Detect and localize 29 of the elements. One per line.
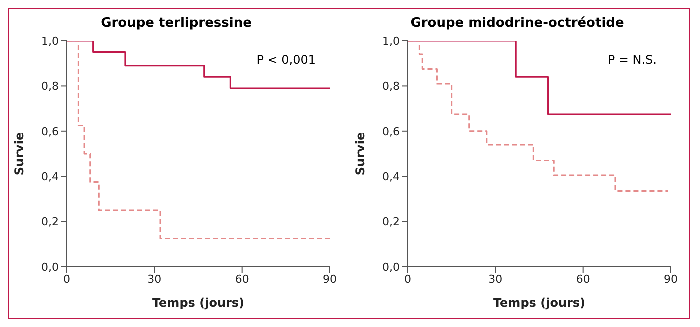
x-tick-label: 0 (64, 272, 70, 286)
x-axis-title: Temps (jours) (493, 296, 586, 310)
x-axis-title: Temps (jours) (152, 296, 245, 310)
x-tick-label: 90 (664, 272, 678, 286)
annotation: P < 0,001 (256, 53, 316, 67)
y-tick-label: 0,0 (382, 260, 400, 274)
chart-title: Groupe midodrine-octréotide (410, 15, 626, 33)
annotation: P = N.S. (608, 53, 657, 67)
y-axis-title: Survie (353, 132, 368, 176)
y-tick-label: 0,4 (42, 170, 59, 184)
y-tick-label: 0,8 (42, 80, 59, 94)
chart-title: Groupe terlipressine (100, 15, 253, 33)
x-tick-label: 30 (148, 272, 162, 286)
x-tick-label: 30 (488, 272, 503, 286)
y-tick-label: 1,0 (382, 34, 400, 48)
y-tick-label: 0,2 (42, 216, 59, 229)
y-tick-label: 0,0 (42, 260, 59, 274)
y-tick-label: 0,6 (42, 125, 59, 138)
y-tick-label: 0,4 (382, 170, 400, 184)
x-tick-label: 60 (235, 272, 250, 286)
y-tick-label: 0,6 (382, 125, 400, 138)
x-tick-label: 60 (576, 272, 590, 286)
y-tick-label: 1,0 (42, 34, 59, 48)
y-axis-title: Survie (12, 132, 26, 176)
figure-frame: Groupe terlipressine 0 30 60 90 Temps (jours) 0,0 0,2 0,4 0,6 0,8 1,0 Survie P < 0,001 Groupe midodrine-octréotide 0 30 60 90 Temps (jours) 0,0 0,2 0,4 0,6 0,8 1,0 Survie P = N.S. (8, 8, 690, 319)
y-tick-label: 0,8 (382, 80, 400, 94)
y-tick-label: 0,2 (382, 216, 400, 229)
x-tick-label: 90 (323, 272, 337, 286)
x-tick-label: 0 (404, 272, 412, 286)
